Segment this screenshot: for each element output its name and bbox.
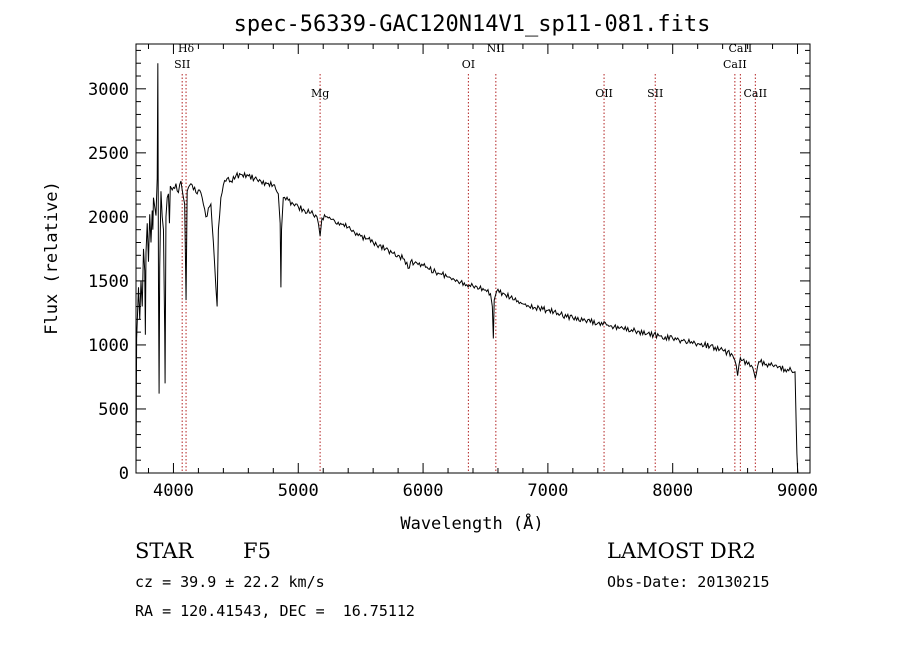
spectral-line-label: OI (462, 58, 475, 71)
chart-title: spec-56339-GAC120N14V1_sp11-081.fits (234, 12, 711, 37)
object-class: STAR (135, 539, 194, 563)
y-tick-label: 1500 (88, 272, 129, 292)
x-tick-label: 8000 (652, 481, 693, 501)
y-tick-label: 2500 (88, 144, 129, 164)
x-tick-label: 7000 (527, 481, 568, 501)
y-tick-label: 0 (119, 464, 129, 484)
x-tick-label: 6000 (403, 481, 444, 501)
spectral-line-label: Hδ (178, 42, 195, 55)
spectral-line-label: OII (595, 87, 613, 100)
y-axis-label: Flux (relative) (42, 181, 62, 335)
spectral-line-label: SII (647, 87, 663, 100)
spectral-line-label: CaII (729, 42, 753, 55)
survey-name: LAMOST DR2 (607, 539, 756, 563)
y-tick-label: 2000 (88, 208, 129, 228)
y-tick-label: 3000 (88, 80, 129, 100)
coordinates: RA = 120.41543, DEC = 16.75112 (135, 602, 415, 620)
spectral-line-label: SII (174, 58, 190, 71)
spectral-line-label: CaII (723, 58, 747, 71)
x-tick-label: 4000 (153, 481, 194, 501)
y-tick-label: 500 (98, 400, 129, 420)
x-tick-label: 9000 (777, 481, 818, 501)
spectral-line-label: NII (487, 42, 505, 55)
spectrum-series-line (135, 63, 799, 474)
y-tick-label: 1000 (88, 336, 129, 356)
x-tick-label: 5000 (278, 481, 319, 501)
axis-ticks: 4000 5000 6000 7000 8000 9000 0 500 1000 1500 2000… (88, 44, 818, 501)
plot-frame (135, 43, 811, 474)
object-subclass: F5 (243, 539, 271, 563)
observation-date: Obs-Date: 20130215 (607, 573, 770, 591)
x-axis-label: Wavelength (Å) (400, 512, 543, 534)
spectral-line-markers: Hδ SII Mg OI NII OII SII CaII CaII CaII (174, 42, 767, 473)
spectral-line-label: Mg (311, 87, 329, 100)
redshift-value: cz = 39.9 ± 22.2 km/s (135, 573, 325, 591)
spectral-line-label: CaII (743, 87, 767, 100)
